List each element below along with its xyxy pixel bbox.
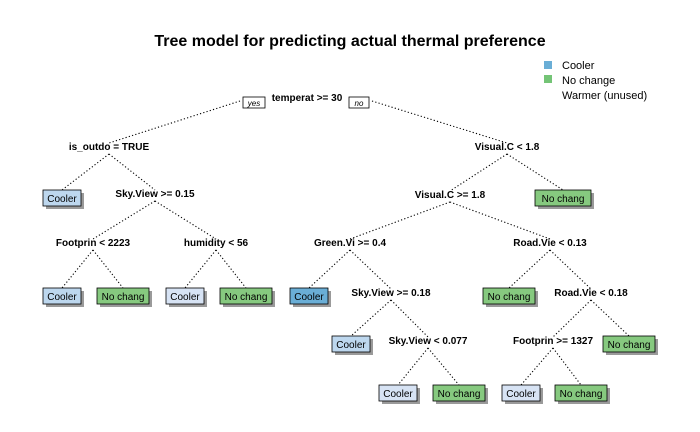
legend: Cooler No change Warmer (unused) xyxy=(544,60,647,102)
split-node-label: Green.Vi >= 0.4 xyxy=(314,238,387,249)
split-node-label: Visual.C >= 1.8 xyxy=(415,190,486,201)
tree-edge xyxy=(215,249,247,289)
leaf-node: Cooler xyxy=(42,189,84,209)
leaf-node: No chang xyxy=(534,189,594,209)
leaf-label: No chang xyxy=(225,292,268,303)
tree-edge xyxy=(508,249,551,289)
yes-label-box xyxy=(242,96,266,109)
tree-edge xyxy=(108,100,241,144)
leaf-label: No chang xyxy=(560,389,603,400)
leaf-node: No chang xyxy=(432,384,488,404)
leaf-node: No chang xyxy=(219,287,275,307)
tree-edge xyxy=(184,249,217,289)
leaf-label: Cooler xyxy=(506,389,536,400)
tree-edge xyxy=(506,153,564,191)
leaf-box xyxy=(165,287,205,305)
leaf-label: No chang xyxy=(102,292,145,303)
tree-edge xyxy=(449,201,551,240)
leaf-node: Cooler xyxy=(331,335,373,355)
split-node-label: humidity < 56 xyxy=(184,238,249,249)
tree-edge xyxy=(108,153,156,191)
legend-label-cooler: Cooler xyxy=(562,60,595,72)
leaf-label: Cooler xyxy=(47,194,77,205)
tree-edge xyxy=(308,249,351,289)
root-branch-labels: yes no xyxy=(242,96,370,109)
tree-edges xyxy=(61,100,630,386)
tree-edge xyxy=(61,153,110,191)
leaf-label: Cooler xyxy=(294,292,324,303)
leaf-node: Cooler xyxy=(501,384,543,404)
tree-edge xyxy=(590,299,630,337)
split-node-label: is_outdo = TRUE xyxy=(69,142,150,153)
tree-edge xyxy=(549,249,592,290)
leaf-box xyxy=(501,384,541,402)
leaf-node: Cooler xyxy=(165,287,207,307)
split-node-label: Sky.View < 0.077 xyxy=(389,336,468,347)
leaf-label: Cooler xyxy=(336,340,366,351)
leaf-label: No chang xyxy=(438,389,481,400)
tree-edge xyxy=(449,153,508,192)
leaf-label: Cooler xyxy=(47,292,77,303)
leaf-box xyxy=(289,287,329,305)
no-label: no xyxy=(355,99,364,108)
leaf-label: No chang xyxy=(542,194,585,205)
tree-edge xyxy=(397,347,429,386)
leaf-node: No chang xyxy=(482,287,538,307)
tree-edge xyxy=(552,347,582,386)
leaf-label: Cooler xyxy=(383,389,413,400)
leaf-box xyxy=(554,384,608,402)
leaf-box xyxy=(42,189,82,207)
split-node-label: Visual.C < 1.8 xyxy=(475,142,540,153)
tree-nodes: temperat >= 30 is_outdo = TRUE Visual.C < … xyxy=(42,93,658,404)
leaf-label: No chang xyxy=(488,292,531,303)
leaf-box xyxy=(534,189,592,207)
tree-edge xyxy=(390,299,429,338)
leaf-node: Cooler xyxy=(42,287,84,307)
leaf-label: No chang xyxy=(608,340,651,351)
split-node-label: temperat >= 30 xyxy=(272,93,343,104)
leaf-box xyxy=(96,287,150,305)
split-node-label: Road.Vie < 0.18 xyxy=(554,288,628,299)
tree-edge xyxy=(92,249,124,289)
split-node-label: Footprin >= 1327 xyxy=(513,336,593,347)
split-node-label: Sky.View >= 0.15 xyxy=(115,189,195,200)
leaf-label: Cooler xyxy=(170,292,200,303)
legend-label-warmer: Warmer (unused) xyxy=(562,90,647,102)
tree-edge xyxy=(371,100,508,144)
leaf-node: No chang xyxy=(554,384,610,404)
tree-edge xyxy=(552,299,592,338)
leaf-box xyxy=(602,335,656,353)
legend-swatch-nochange xyxy=(544,75,552,83)
no-label-box xyxy=(348,96,370,109)
leaf-node: No chang xyxy=(96,287,152,307)
leaf-node: Cooler xyxy=(378,384,420,404)
tree-edge xyxy=(427,347,460,386)
leaf-box xyxy=(219,287,273,305)
leaf-box xyxy=(42,287,82,305)
tree-edge xyxy=(350,299,392,337)
tree-edge xyxy=(92,200,156,240)
leaf-node: Cooler xyxy=(289,287,331,307)
tree-edge xyxy=(520,347,554,386)
split-node-label: Footprin < 2223 xyxy=(56,238,131,249)
split-node-label: Sky.View >= 0.18 xyxy=(351,288,431,299)
leaf-box xyxy=(432,384,486,402)
leaf-box xyxy=(331,335,371,353)
legend-label-nochange: No change xyxy=(562,75,615,87)
tree-edge xyxy=(61,249,94,289)
leaf-box xyxy=(482,287,536,305)
yes-label: yes xyxy=(247,99,260,108)
split-node-label: Road.Vie < 0.13 xyxy=(513,238,587,249)
tree-edge xyxy=(349,201,451,240)
tree-edge xyxy=(349,249,392,290)
leaf-node: No chang xyxy=(602,335,658,355)
diagram-title: Tree model for predicting actual thermal… xyxy=(154,33,545,50)
legend-swatch-cooler xyxy=(544,61,552,69)
leaf-box xyxy=(378,384,418,402)
tree-edge xyxy=(154,200,217,240)
